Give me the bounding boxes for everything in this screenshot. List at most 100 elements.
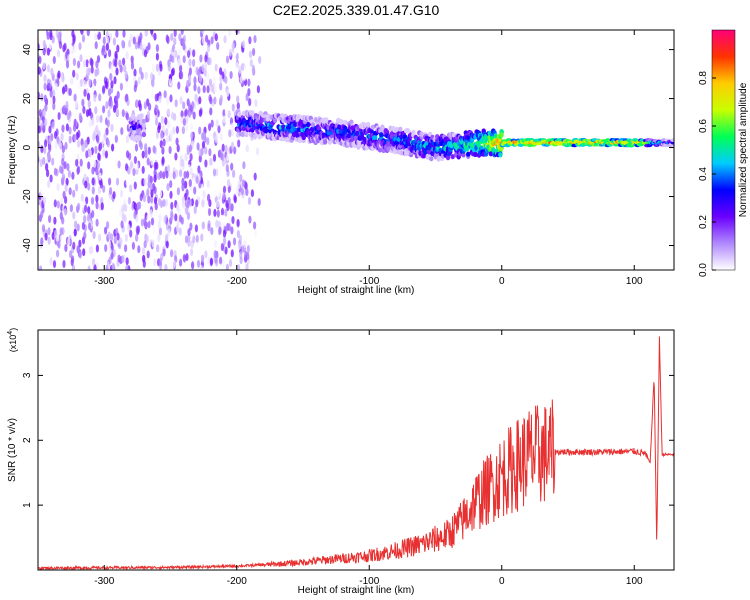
spectrogram-cell (43, 74, 47, 83)
spectrogram-cell (229, 71, 233, 79)
spectrogram-cell (69, 250, 73, 259)
spectrogram-cell (182, 254, 186, 262)
spectrogram-cell (42, 156, 46, 165)
spectrogram-cell (217, 125, 221, 134)
spectrogram-cell (188, 144, 192, 153)
spectrogram-cell (47, 180, 51, 188)
spectrogram-cell (169, 94, 173, 103)
spectrogram-cell (220, 243, 224, 251)
spectrogram-cell (72, 211, 76, 220)
spectrogram-cell (77, 60, 81, 69)
spectrogram-cell (144, 71, 148, 80)
spectrogram-cell (201, 221, 205, 230)
spectrogram-cell (42, 109, 47, 118)
spectrogram-cell (161, 156, 165, 165)
spectrogram-cell (159, 140, 163, 149)
spectrogram-cell (189, 122, 194, 131)
spectrogram-cell (121, 39, 125, 48)
spectrogram-cell (228, 48, 233, 57)
spectrogram-cell (227, 197, 231, 205)
spectrogram-cell (251, 64, 255, 73)
spectrogram-cell (309, 126, 315, 132)
spectrogram-cell (155, 63, 159, 72)
spectrogram-cell (243, 240, 247, 248)
spectrogram-cell (244, 250, 248, 259)
spectrogram-cell (57, 32, 61, 41)
spectrogram-cell (108, 240, 112, 249)
spectrogram-cell (196, 142, 200, 151)
spectrogram-cell (167, 228, 171, 237)
spectrogram-cell (125, 178, 129, 187)
spectrogram-cell (65, 177, 69, 186)
spectrogram-cell (241, 179, 245, 188)
spectrogram-cell (240, 187, 244, 196)
spectrogram-cell (252, 134, 257, 140)
spectrogram-cell (39, 189, 43, 198)
spectrogram-cell (199, 264, 203, 270)
x-tick-label: 100 (626, 276, 643, 287)
spectrogram-cell (101, 136, 105, 144)
spectrogram-cell (245, 188, 249, 196)
spectrogram-cell (61, 86, 66, 95)
spectrogram-cell (81, 98, 85, 107)
spectrogram-cell (134, 143, 139, 152)
spectrogram-cell (144, 30, 148, 37)
spectrogram-cell (73, 118, 77, 127)
spectrogram-cell (112, 104, 117, 113)
snr-scale-label: (x104) (7, 328, 18, 352)
spectrogram-cell (127, 224, 131, 232)
spectrogram-cell (162, 171, 166, 180)
spectrogram-cell (142, 254, 146, 263)
spectrogram-cell (227, 179, 231, 187)
spectrogram-cell (176, 219, 180, 228)
spectrogram-cell (39, 265, 43, 270)
spectrogram-cell (201, 254, 205, 263)
spectrogram-cell (54, 141, 58, 150)
spectrogram-cell (42, 39, 46, 48)
spectrogram-cell (137, 245, 141, 254)
spectrogram-cell (219, 67, 223, 76)
spectrogram-cell (239, 256, 243, 265)
spectrogram-cell (272, 117, 278, 123)
spectrogram-cell (161, 124, 166, 133)
spectrogram-cell (165, 240, 169, 249)
spectrogram-cell (82, 248, 86, 257)
spectrogram-cell (398, 126, 403, 132)
snr-y-label: SNR (10 * v/v) (7, 418, 18, 482)
spectrogram-cell (99, 180, 103, 189)
spectrogram-cell (152, 226, 156, 235)
spectrogram-cell (195, 234, 199, 243)
spectrogram-cell (108, 247, 112, 256)
spectrogram-cell (160, 131, 164, 140)
spectrogram-cell (213, 208, 217, 217)
spectrogram-cell (209, 107, 213, 116)
spectrogram-cell (209, 257, 213, 266)
spectrogram-cell (250, 189, 254, 198)
spectrogram-cell (225, 190, 229, 199)
spectrogram-cell (130, 55, 134, 64)
spectrogram-cell (200, 233, 204, 242)
spectrogram-cell (53, 216, 57, 225)
spectrogram-cell (235, 61, 239, 70)
spectrogram-cell (154, 202, 158, 211)
spectrogram-cell (249, 59, 253, 67)
spectrogram-cell (242, 161, 246, 170)
spectrogram-cell (207, 256, 211, 265)
spectrogram-cell (45, 163, 49, 172)
spectrogram-cell (41, 224, 46, 233)
spectrogram-cell (222, 115, 226, 124)
spectrogram-cell (78, 239, 82, 248)
spectrogram-cell (216, 209, 220, 218)
spectrogram-cell (258, 55, 262, 64)
spectrogram-cell (198, 154, 202, 163)
spectrogram-cell (57, 112, 61, 121)
spectrogram-cell (42, 47, 46, 56)
spectrogram-cell (88, 119, 92, 128)
spectrogram-cell (125, 79, 129, 88)
spectrogram-cell (121, 109, 125, 118)
spectrogram-cell (134, 256, 138, 265)
spectrogram-cell (198, 126, 202, 135)
spectrogram-cell (221, 222, 225, 231)
spectrogram-cell (107, 231, 111, 240)
